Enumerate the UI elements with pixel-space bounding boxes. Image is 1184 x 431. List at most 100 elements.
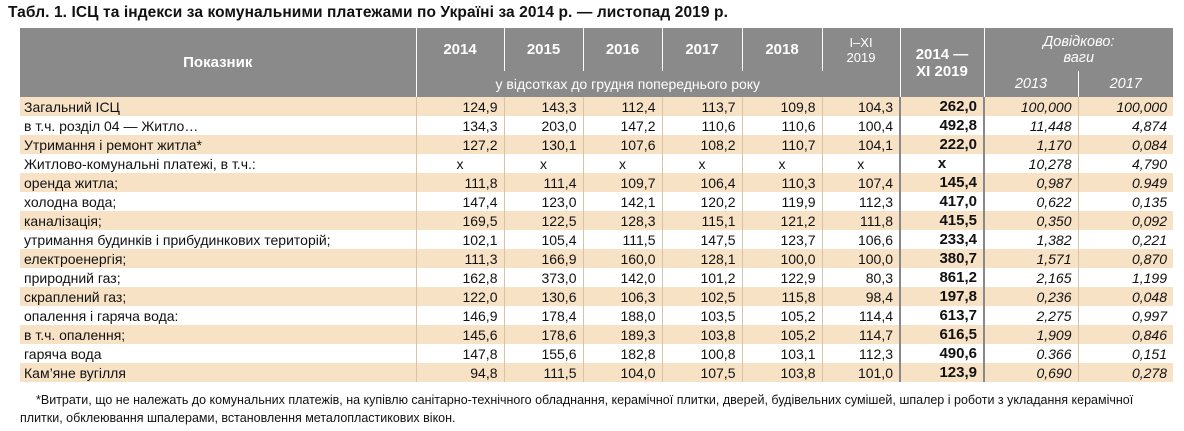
row-weight-2017: 0,278 xyxy=(1078,363,1173,382)
row-value: 105,4 xyxy=(504,230,584,249)
header-cumulative: 2014 — XI 2019 xyxy=(900,28,985,97)
header-weight-year: 2017 xyxy=(1078,71,1173,97)
row-value: 100,4 xyxy=(822,116,901,135)
table-row: оренда житла; 111,8 111,4 109,7 106,4 110,3 10… xyxy=(20,173,1173,192)
header-ref-line2: ваги xyxy=(1063,49,1095,66)
row-value: 178,6 xyxy=(504,325,584,344)
table-row: каналізація; 169,5 122,5 128,3 115,1 121,2 111… xyxy=(20,211,1173,230)
row-value: 146,9 xyxy=(416,306,505,325)
table-row: Житлово-комунальні платежі, в т.ч.: x x x x x… xyxy=(20,154,1173,173)
row-value: 104,3 xyxy=(822,97,901,116)
row-value: 121,2 xyxy=(742,211,823,230)
row-weight-2017: 0,870 xyxy=(1078,249,1173,268)
row-cumulative: x xyxy=(900,154,985,173)
header-indicator: Показник xyxy=(20,28,417,97)
row-label: в т.ч. опалення; xyxy=(20,325,417,344)
row-value: 128,3 xyxy=(583,211,663,230)
row-value: 203,0 xyxy=(504,116,584,135)
row-cumulative: 490,6 xyxy=(900,344,985,363)
row-value: 134,3 xyxy=(416,116,505,135)
row-label: Загальний ІСЦ xyxy=(20,97,417,116)
table-row: холодна вода; 147,4 123,0 142,1 120,2 119,9 11… xyxy=(20,192,1173,211)
row-label: гаряча вода xyxy=(20,344,417,363)
row-weight-2017: 4,790 xyxy=(1078,154,1173,173)
row-value: x xyxy=(662,154,743,173)
row-value: 188,0 xyxy=(583,306,663,325)
row-value: 106,6 xyxy=(822,230,901,249)
header-cum-line2: XI 2019 xyxy=(916,62,968,80)
row-value: 107,5 xyxy=(662,363,743,382)
row-weight-2017: 0,151 xyxy=(1078,344,1173,363)
row-label: Кам’яне вугілля xyxy=(20,363,417,382)
row-value: 113,7 xyxy=(662,97,743,116)
row-value: 109,7 xyxy=(583,173,663,192)
row-value: 114,4 xyxy=(822,306,901,325)
row-value: 103,5 xyxy=(662,306,743,325)
row-value: 107,6 xyxy=(583,135,663,154)
row-cumulative: 145,4 xyxy=(900,173,985,192)
row-value: 103,1 xyxy=(742,344,823,363)
row-value: 111,4 xyxy=(504,173,584,192)
row-value: 122,9 xyxy=(742,268,823,287)
table-title: Табл. 1. ІСЦ та індекси за комунальними … xyxy=(8,4,728,21)
row-weight-2013: 11,448 xyxy=(984,116,1079,135)
row-weight-2013: 0,236 xyxy=(984,287,1079,306)
row-value: 178,4 xyxy=(504,306,584,325)
row-value: 142,0 xyxy=(583,268,663,287)
table-row: скраплений газ; 122,0 130,6 106,3 102,5 115,8… xyxy=(20,287,1173,306)
row-value: 100,8 xyxy=(662,344,743,363)
row-label: природний газ; xyxy=(20,268,417,287)
row-value: 112,3 xyxy=(822,192,901,211)
row-value: 103,8 xyxy=(662,325,743,344)
header-period-line1: I–XI xyxy=(849,34,873,50)
table-row: Кам’яне вугілля 94,8 111,5 104,0 107,5 103,8 1… xyxy=(20,363,1173,382)
row-value: 147,8 xyxy=(416,344,505,363)
row-value: 122,0 xyxy=(416,287,505,306)
row-value: 107,4 xyxy=(822,173,901,192)
row-value: 143,3 xyxy=(504,97,584,116)
row-cumulative: 492,8 xyxy=(900,116,985,135)
row-weight-2013: 10,278 xyxy=(984,154,1079,173)
row-value: 130,6 xyxy=(504,287,584,306)
row-label: утримання будинків і прибудинкових терит… xyxy=(20,230,417,249)
row-cumulative: 222,0 xyxy=(900,135,985,154)
row-cumulative: 380,7 xyxy=(900,249,985,268)
row-cumulative: 415,5 xyxy=(900,211,985,230)
row-value: 114,7 xyxy=(822,325,901,344)
row-value: 101,0 xyxy=(822,363,901,382)
row-cumulative: 262,0 xyxy=(900,97,985,116)
row-value: x xyxy=(822,154,901,173)
table-body: Загальний ІСЦ 124,9 143,3 112,4 113,7 109,8 10… xyxy=(20,97,1173,382)
row-value: 104,1 xyxy=(822,135,901,154)
row-weight-2017: 0,846 xyxy=(1078,325,1173,344)
row-weight-2013: 1,170 xyxy=(984,135,1079,154)
row-value: 124,9 xyxy=(416,97,505,116)
row-value: 115,8 xyxy=(742,287,823,306)
row-cumulative: 233,4 xyxy=(900,230,985,249)
row-cumulative: 861,2 xyxy=(900,268,985,287)
row-weight-2013: 1,382 xyxy=(984,230,1079,249)
table-row: Загальний ІСЦ 124,9 143,3 112,4 113,7 109,8 10… xyxy=(20,97,1173,116)
row-weight-2013: 1,909 xyxy=(984,325,1079,344)
table-row: опалення і гаряча вода: 146,9 178,4 188,0 10… xyxy=(20,306,1173,325)
row-value: 166,9 xyxy=(504,249,584,268)
header-period: I–XI 2019 xyxy=(822,28,901,71)
row-label: Утримання і ремонт житла* xyxy=(20,135,417,154)
row-weight-2013: 0.366 xyxy=(984,344,1079,363)
header-year: 2017 xyxy=(662,28,743,71)
row-weight-2017: 0,092 xyxy=(1078,211,1173,230)
row-label: холодна вода; xyxy=(20,192,417,211)
row-cumulative: 613,7 xyxy=(900,306,985,325)
footnote: *Витрати, що не належать до комунальних … xyxy=(20,393,1134,425)
table-row: утримання будинків і прибудинкових терит… xyxy=(20,230,1173,249)
header-weight-year: 2013 xyxy=(984,71,1079,97)
row-weight-2013: 0,690 xyxy=(984,363,1079,382)
row-value: 147,5 xyxy=(662,230,743,249)
row-weight-2013: 1,571 xyxy=(984,249,1079,268)
row-value: 106,3 xyxy=(583,287,663,306)
row-value: 101,2 xyxy=(662,268,743,287)
row-value: 120,2 xyxy=(662,192,743,211)
row-weight-2013: 0,987 xyxy=(984,173,1079,192)
table-row: в т.ч. опалення; 145,6 178,6 189,3 103,8 105,… xyxy=(20,325,1173,344)
row-label: в т.ч. розділ 04 — Житло… xyxy=(20,116,417,135)
